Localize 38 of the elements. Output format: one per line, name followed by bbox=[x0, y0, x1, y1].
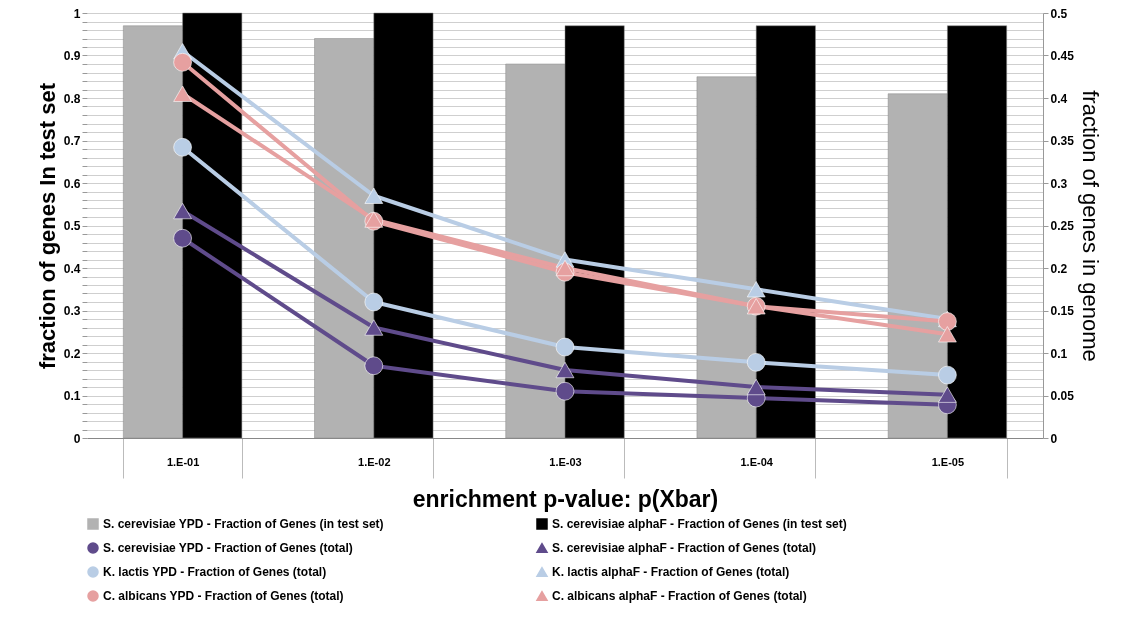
y2-tick-label: 0.15 bbox=[1050, 304, 1075, 318]
y-tick-label: 0 bbox=[73, 431, 81, 446]
legend-label: K. lactis alphaF - Fraction of Genes (total) bbox=[552, 565, 790, 579]
y-tick-label: 0.4 bbox=[63, 261, 81, 276]
y2-tick-label: 0.3 bbox=[1050, 176, 1068, 191]
y-tick-label: 0.9 bbox=[63, 49, 81, 63]
x-tick-label: 1.E-01 bbox=[166, 455, 200, 468]
y2-tick-label: 0.25 bbox=[1050, 219, 1075, 233]
y2-tick-label: 0.1 bbox=[1050, 346, 1068, 361]
y2-tick-label: 0.35 bbox=[1050, 134, 1075, 148]
y2-tick-label: 0 bbox=[1050, 431, 1058, 446]
x-tick-label: 1.E-04 bbox=[740, 455, 774, 468]
y-axis-title: fraction of genes In test set bbox=[34, 82, 60, 370]
y2-tick-label: 0.45 bbox=[1050, 49, 1075, 63]
y-tick-label: 0.3 bbox=[63, 304, 81, 318]
x-tick-label: 1.E-05 bbox=[931, 455, 965, 468]
legend-label: K. lactis YPD - Fraction of Genes (total) bbox=[103, 565, 327, 579]
y-tick-label: 0.2 bbox=[63, 346, 81, 361]
legend-label: C. albicans alphaF - Fraction of Genes (total) bbox=[552, 589, 807, 603]
x-axis-title: enrichment p-value: p(Xbar) bbox=[412, 486, 719, 512]
legend-label: C. albicans YPD - Fraction of Genes (total) bbox=[103, 589, 344, 603]
x-tick-label: 1.E-02 bbox=[358, 455, 391, 468]
y2-tick-label: 0.5 bbox=[1050, 6, 1068, 21]
y-tick-label: 0.8 bbox=[63, 91, 81, 106]
legend-label: S. cerevisiae alphaF - Fraction of Genes (total) bbox=[552, 541, 817, 555]
y-tick-label: 0.1 bbox=[63, 389, 81, 403]
legend-label: S. cerevisiae YPD - Fraction of Genes (total) bbox=[103, 541, 353, 555]
y2-tick-label: 0.2 bbox=[1050, 261, 1068, 276]
y-tick-label: 1 bbox=[73, 6, 81, 21]
legend-label: S. cerevisiae YPD - Fraction of Genes (in test set) bbox=[103, 517, 384, 531]
legend-label: S. cerevisiae alphaF - Fraction of Genes (in test set) bbox=[552, 517, 847, 531]
y-tick-label: 0.5 bbox=[63, 219, 81, 233]
x-tick-label: 1.E-03 bbox=[549, 455, 582, 468]
y2-axis-title: fraction of genes in genome bbox=[1077, 90, 1103, 362]
y-tick-label: 0.6 bbox=[63, 176, 81, 191]
y-tick-label: 0.7 bbox=[63, 134, 81, 148]
y2-tick-label: 0.4 bbox=[1050, 91, 1068, 106]
y2-tick-label: 0.05 bbox=[1050, 389, 1075, 403]
